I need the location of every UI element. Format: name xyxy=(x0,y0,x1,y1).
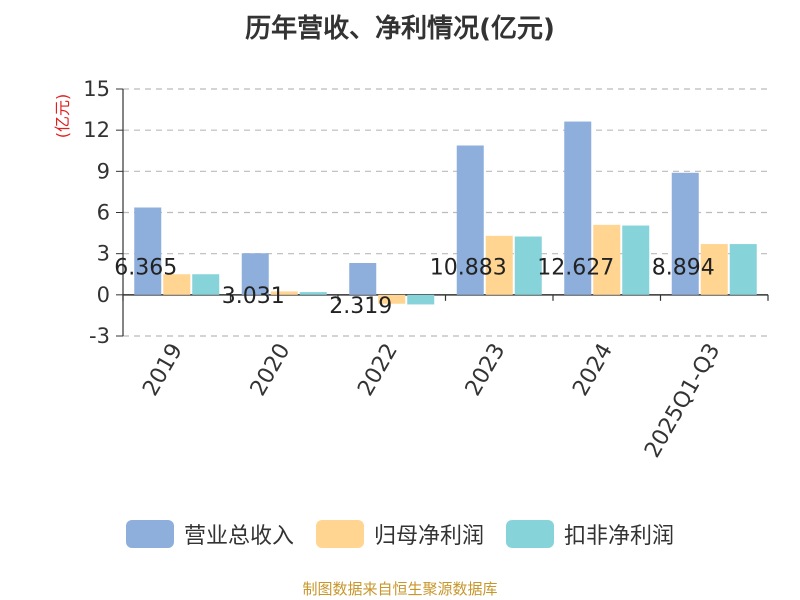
legend-label-deducted-profit: 扣非净利润 xyxy=(564,524,675,549)
legend: 营业总收入 归母净利润 扣非净利润 xyxy=(0,518,800,550)
y-tick-label: -3 xyxy=(89,324,110,348)
legend-swatch-deducted-profit xyxy=(506,520,554,548)
data-label: 10.883 xyxy=(430,255,507,280)
source-note: 制图数据来自恒生聚源数据库 xyxy=(302,580,498,598)
y-tick-label: 3 xyxy=(97,242,110,266)
bar xyxy=(456,145,484,295)
data-label: 2.319 xyxy=(329,294,392,319)
bar xyxy=(671,172,699,295)
bar xyxy=(299,292,327,295)
x-tick-label: 2024 xyxy=(568,339,618,400)
bar xyxy=(192,274,220,295)
data-label: 3.031 xyxy=(222,284,285,309)
bar xyxy=(163,274,191,295)
y-tick-label: 12 xyxy=(83,118,110,142)
bar xyxy=(593,224,621,295)
y-tick-label: 0 xyxy=(97,283,110,307)
legend-swatch-revenue xyxy=(125,520,174,548)
x-tick-label: 2019 xyxy=(138,339,188,400)
bar xyxy=(134,207,162,295)
x-tick-label: 2023 xyxy=(461,339,511,400)
bar xyxy=(270,291,298,295)
data-label: 8.894 xyxy=(652,255,715,280)
bar xyxy=(514,236,542,295)
bar xyxy=(378,294,406,304)
legend-item-deducted-profit[interactable]: 扣非净利润 xyxy=(506,518,674,550)
data-label: 6.365 xyxy=(114,255,177,280)
x-tick-label: 2022 xyxy=(353,339,403,400)
chart-title: 历年营收、净利情况(亿元) xyxy=(245,14,555,44)
x-tick-label: 2025Q1-Q3 xyxy=(640,339,725,462)
legend-label-net-profit: 归母净利润 xyxy=(373,524,484,549)
legend-swatch-net-profit xyxy=(315,520,364,548)
bar xyxy=(729,244,757,295)
bar xyxy=(407,294,435,305)
y-tick-label: 9 xyxy=(97,159,110,183)
y-axis-label: (亿元) xyxy=(53,94,72,139)
y-tick-label: 6 xyxy=(97,201,110,225)
legend-label-revenue: 营业总收入 xyxy=(183,524,294,549)
y-tick-label: 15 xyxy=(83,77,110,101)
bar xyxy=(349,263,377,295)
data-label: 12.627 xyxy=(537,255,614,280)
legend-item-net-profit[interactable]: 归母净利润 xyxy=(315,518,484,550)
bar xyxy=(700,244,728,295)
x-tick-label: 2020 xyxy=(246,339,296,400)
bar xyxy=(564,121,592,295)
legend-item-revenue[interactable]: 营业总收入 xyxy=(125,518,294,550)
bar xyxy=(622,225,650,295)
bar xyxy=(241,253,269,295)
bar xyxy=(485,235,513,295)
